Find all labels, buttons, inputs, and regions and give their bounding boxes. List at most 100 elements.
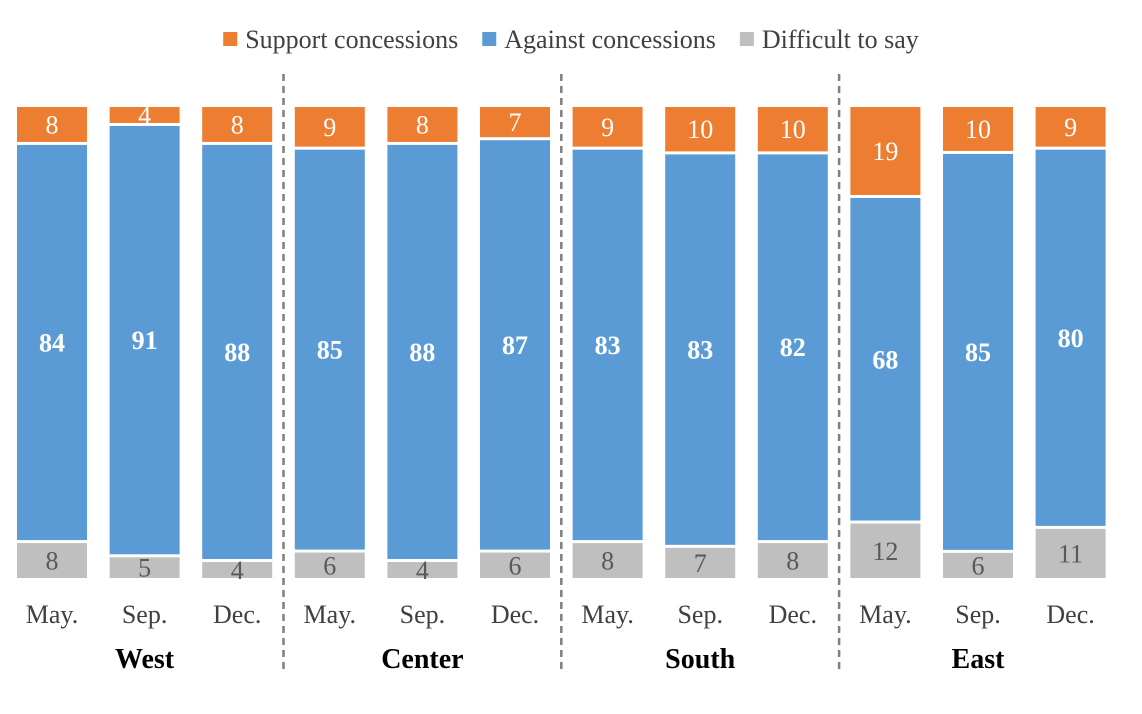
x-tick-label: May. (304, 600, 356, 629)
data-label-support-concessions: 8 (231, 110, 244, 139)
data-label-against-concessions: 83 (595, 331, 621, 360)
legend-label-difficult-to-say: Difficult to say (762, 25, 919, 54)
data-label-support-concessions: 7 (509, 108, 522, 137)
legend-swatch-support-concessions (223, 32, 238, 46)
x-tick-label: Sep. (400, 600, 446, 629)
bar-difficult-to-say-south-may (572, 543, 643, 578)
bar-difficult-to-say-west-sep (109, 557, 180, 578)
bar-against-concessions-south-dec (757, 154, 828, 541)
data-label-against-concessions: 88 (224, 338, 250, 367)
bar-difficult-to-say-east-dec (1035, 528, 1106, 578)
data-label-difficult-to-say: 7 (694, 549, 707, 578)
bar-support-concessions-west-sep (109, 107, 180, 123)
data-label-difficult-to-say: 5 (138, 554, 151, 583)
bar-against-concessions-west-dec (202, 144, 273, 560)
data-label-difficult-to-say: 4 (416, 556, 429, 585)
data-label-support-concessions: 9 (601, 113, 614, 142)
data-label-against-concessions: 83 (687, 336, 713, 365)
x-tick-label: Dec. (491, 600, 539, 629)
x-tick-label: Dec. (769, 600, 817, 629)
bar-difficult-to-say-west-may (17, 543, 87, 578)
group-separators (282, 74, 841, 674)
x-tick-label: May. (859, 600, 911, 629)
x-tick-label: May. (26, 600, 78, 629)
bar-support-concessions-west-dec (202, 107, 273, 142)
bar-against-concessions-east-dec (1035, 149, 1106, 526)
legend: Support concessions Against concessions Di… (223, 25, 919, 54)
data-labels: 8848591448886859488868778839783108821012… (39, 101, 1084, 585)
legend-label-support-concessions: Support concessions (245, 25, 458, 54)
group-label-center: Center (381, 644, 463, 675)
x-tick-label: Sep. (677, 600, 723, 629)
bar-difficult-to-say-west-dec (202, 562, 273, 578)
bar-against-concessions-east-sep (943, 153, 1013, 550)
bar-against-concessions-center-dec (480, 140, 550, 550)
data-label-against-concessions: 85 (965, 338, 991, 367)
x-tick-label: Dec. (1046, 600, 1094, 629)
data-label-difficult-to-say: 6 (323, 551, 336, 580)
bar-support-concessions-west-may (17, 107, 87, 142)
bar-difficult-to-say-south-dec (757, 543, 828, 578)
bars (17, 107, 1106, 578)
bar-support-concessions-east-sep (943, 107, 1013, 151)
x-tick-label: Sep. (955, 600, 1001, 629)
data-label-difficult-to-say: 8 (601, 547, 614, 576)
bar-difficult-to-say-center-dec (480, 552, 550, 578)
group-label-west: West (115, 644, 175, 675)
data-label-against-concessions: 88 (409, 338, 435, 367)
data-label-difficult-to-say: 6 (509, 551, 522, 580)
bar-difficult-to-say-center-sep (387, 562, 458, 578)
x-tick-label: Dec. (213, 600, 261, 629)
group-label-south: South (665, 644, 735, 675)
data-label-support-concessions: 4 (138, 101, 151, 130)
bar-support-concessions-south-sep (665, 107, 736, 152)
bar-difficult-to-say-east-sep (943, 552, 1013, 578)
data-label-support-concessions: 9 (323, 113, 336, 142)
bar-support-concessions-south-may (572, 107, 643, 147)
bar-support-concessions-center-dec (480, 107, 550, 138)
bar-against-concessions-center-may (294, 149, 365, 550)
bar-difficult-to-say-east-may (850, 523, 921, 578)
bar-support-concessions-center-sep (387, 107, 458, 142)
data-label-support-concessions: 19 (872, 137, 898, 166)
data-label-against-concessions: 87 (502, 331, 528, 360)
data-label-difficult-to-say: 12 (872, 537, 898, 566)
bar-support-concessions-south-dec (757, 107, 828, 152)
data-label-support-concessions: 10 (780, 115, 806, 144)
data-label-support-concessions: 9 (1064, 113, 1077, 142)
data-label-against-concessions: 68 (872, 345, 898, 374)
data-label-difficult-to-say: 8 (786, 547, 799, 576)
data-label-difficult-to-say: 6 (972, 551, 985, 580)
data-label-difficult-to-say: 11 (1058, 539, 1083, 568)
bar-against-concessions-south-sep (665, 154, 736, 545)
bar-difficult-to-say-south-sep (665, 547, 736, 578)
data-label-difficult-to-say: 4 (231, 556, 244, 585)
bar-against-concessions-west-may (17, 144, 87, 541)
bar-against-concessions-center-sep (387, 144, 458, 560)
data-label-difficult-to-say: 8 (46, 547, 59, 576)
data-label-against-concessions: 82 (780, 333, 806, 362)
legend-label-against-concessions: Against concessions (504, 25, 716, 54)
data-label-support-concessions: 10 (687, 115, 713, 144)
bar-against-concessions-east-may (850, 197, 921, 521)
group-label-east: East (952, 644, 1006, 675)
data-label-against-concessions: 80 (1058, 324, 1084, 353)
data-label-support-concessions: 10 (965, 115, 991, 144)
bar-against-concessions-south-may (572, 149, 643, 541)
data-label-support-concessions: 8 (46, 110, 59, 139)
group-labels: West Center South East (115, 644, 1005, 675)
legend-swatch-difficult-to-say (739, 32, 754, 46)
x-tick-label: Sep. (122, 600, 168, 629)
bar-support-concessions-center-may (294, 107, 365, 147)
data-label-against-concessions: 85 (317, 336, 343, 365)
bar-support-concessions-east-dec (1035, 107, 1106, 147)
data-label-against-concessions: 91 (132, 326, 158, 355)
data-label-against-concessions: 84 (39, 329, 65, 358)
data-label-support-concessions: 8 (416, 110, 429, 139)
x-tick-labels: May. Sep. Dec. May. Sep. Dec. May. Sep. Dec. May.… (26, 600, 1095, 629)
x-tick-label: May. (581, 600, 633, 629)
legend-swatch-against-concessions (482, 32, 497, 46)
bar-against-concessions-west-sep (109, 125, 180, 555)
bar-difficult-to-say-center-may (294, 552, 365, 578)
